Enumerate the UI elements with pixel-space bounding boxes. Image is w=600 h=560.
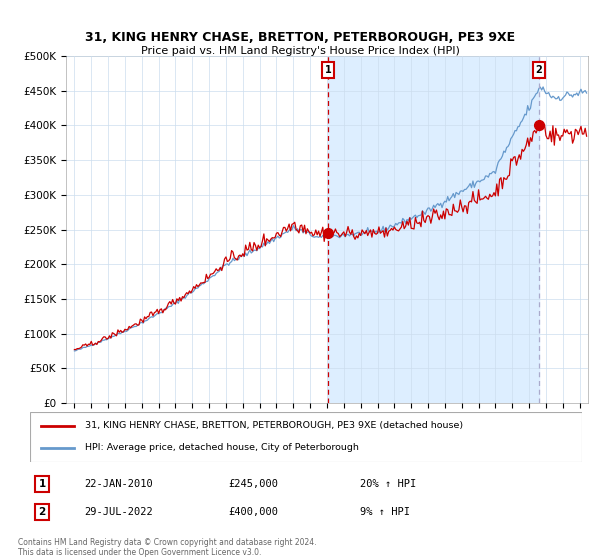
Bar [328,56,539,403]
Text: 2: 2 [535,65,542,75]
Text: 29-JUL-2022: 29-JUL-2022 [84,507,153,517]
Text: 31, KING HENRY CHASE, BRETTON, PETERBOROUGH, PE3 9XE (detached house): 31, KING HENRY CHASE, BRETTON, PETERBORO… [85,421,463,430]
Text: Price paid vs. HM Land Registry's House Price Index (HPI): Price paid vs. HM Land Registry's House … [140,46,460,56]
Text: 20% ↑ HPI: 20% ↑ HPI [360,479,416,489]
Text: £400,000: £400,000 [228,507,278,517]
Text: £245,000: £245,000 [228,479,278,489]
FancyBboxPatch shape [30,412,582,462]
Text: 1: 1 [325,65,331,75]
Text: HPI: Average price, detached house, City of Peterborough: HPI: Average price, detached house, City… [85,444,359,452]
Text: 9% ↑ HPI: 9% ↑ HPI [360,507,410,517]
Text: 31, KING HENRY CHASE, BRETTON, PETERBOROUGH, PE3 9XE: 31, KING HENRY CHASE, BRETTON, PETERBORO… [85,31,515,44]
Text: 22-JAN-2010: 22-JAN-2010 [84,479,153,489]
Text: Contains HM Land Registry data © Crown copyright and database right 2024.
This d: Contains HM Land Registry data © Crown c… [18,538,317,557]
Text: 1: 1 [38,479,46,489]
Text: 2: 2 [38,507,46,517]
